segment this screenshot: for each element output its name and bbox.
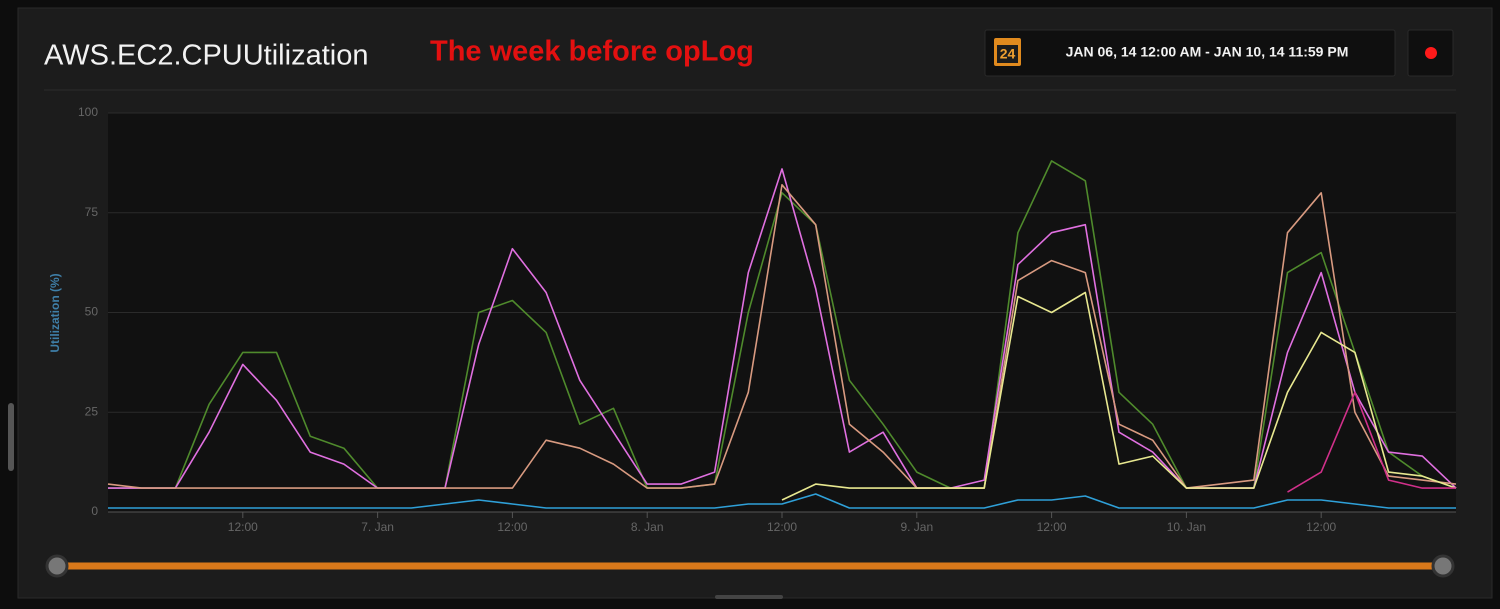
x-tick-label: 12:00	[497, 520, 527, 534]
live-indicator	[1425, 47, 1437, 59]
y-tick-label: 25	[85, 404, 99, 418]
y-tick-label: 75	[85, 205, 99, 219]
series-line	[108, 493, 1456, 509]
x-tick-label: 12:00	[1037, 520, 1067, 534]
chart-title: AWS.EC2.CPUUtilization	[44, 40, 368, 72]
x-tick-label: 12:00	[767, 520, 797, 534]
plot: 0 25 50 75 100 12:00 7. Jan 12:00 8. Jan 12:00 9. …	[78, 105, 1457, 534]
annotation: The week before opLog	[430, 36, 754, 68]
y-axis-label: Utilization (%)	[48, 273, 62, 352]
range-slider-handle[interactable]	[1431, 554, 1455, 578]
calendar-icon-label: 24	[1000, 46, 1016, 62]
series-line	[781, 291, 1457, 501]
resize-handle[interactable]	[715, 595, 783, 599]
y-tick-label: 50	[85, 305, 99, 319]
series-line	[107, 184, 1457, 489]
y-tick-label: 0	[91, 504, 98, 518]
date-range[interactable]: JAN 06, 14 12:00 AM - JAN 10, 14 11:59 P…	[1066, 44, 1349, 60]
x-tick-label: 7. Jan	[361, 520, 394, 534]
calendar-icon-face	[997, 45, 1018, 63]
x-tick-label: 12:00	[1306, 520, 1336, 534]
y-tick-label: 100	[78, 105, 98, 119]
x-tick-label: 9. Jan	[900, 520, 933, 534]
scroll-stub	[8, 403, 14, 471]
range-slider-handle[interactable]	[45, 554, 69, 578]
x-tick-label: 8. Jan	[631, 520, 664, 534]
x-tick-label: 12:00	[228, 520, 258, 534]
x-tick-label: 10. Jan	[1167, 520, 1206, 534]
series-line	[1287, 391, 1456, 493]
date-range-box[interactable]	[984, 29, 1396, 77]
